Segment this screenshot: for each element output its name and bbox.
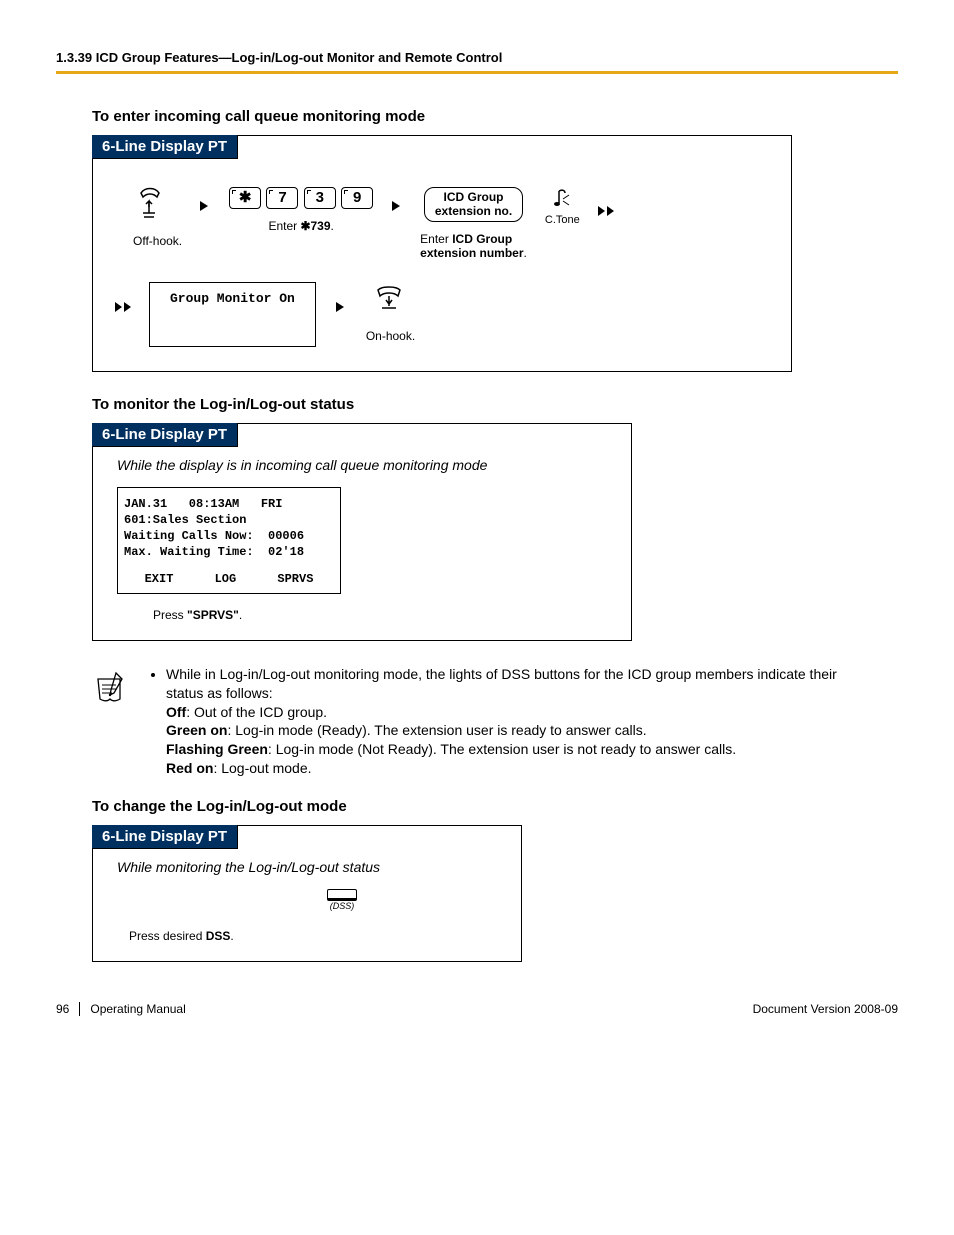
flow3-note: While monitoring the Log-in/Log-out stat… xyxy=(117,859,521,875)
flow-box-3: 6-Line Display PT While monitoring the L… xyxy=(92,825,522,962)
onhook-label: On-hook. xyxy=(366,329,415,343)
step-onhook: On-hook. xyxy=(366,282,415,343)
icd-label: Enter ICD Group extension number. xyxy=(420,232,527,260)
doc-version: Document Version 2008-09 xyxy=(753,1002,898,1016)
arrow-icon xyxy=(198,199,212,218)
icd-group-box: ICD Group extension no. xyxy=(424,187,523,222)
lcd-display: JAN.31 08:13AM FRI 601:Sales Section Wai… xyxy=(117,487,341,594)
page-number: 96 xyxy=(56,1002,80,1016)
note-block: While in Log-in/Log-out monitoring mode,… xyxy=(92,665,862,778)
lcd-btn-log: LOG xyxy=(215,571,237,587)
pt-header-1: 6-Line Display PT xyxy=(92,135,238,159)
press-dss-label: Press desired DSS. xyxy=(129,929,521,943)
step-icd: ICD Group extension no. Enter ICD Group … xyxy=(420,187,527,260)
lcd-btn-sprvs: SPRVS xyxy=(277,571,313,587)
lcd-line4: Max. Waiting Time: 02'18 xyxy=(124,544,334,560)
press-sprvs-label: Press "SPRVS". xyxy=(153,608,631,622)
dss-button-icon: (DSS) xyxy=(163,889,521,911)
lcd-btn-exit: EXIT xyxy=(145,571,174,587)
key-star: ✱ xyxy=(229,187,261,209)
phone-offhook-icon xyxy=(135,187,181,224)
flow-box-2: 6-Line Display PT While the display is i… xyxy=(92,423,632,641)
tone-icon xyxy=(551,187,573,214)
step-offhook: Off-hook. xyxy=(133,187,182,248)
double-arrow-icon xyxy=(113,300,135,314)
flow2-note: While the display is in incoming call qu… xyxy=(117,457,631,473)
offhook-label: Off-hook. xyxy=(133,234,182,248)
double-arrow-icon xyxy=(596,204,618,218)
pt-header-3: 6-Line Display PT xyxy=(92,825,238,849)
step-keys: ✱ 7 3 9 Enter ✱739. xyxy=(228,187,374,233)
pt-header-2: 6-Line Display PT xyxy=(92,423,238,447)
keys-label: Enter ✱739. xyxy=(268,219,333,233)
phone-onhook-icon xyxy=(368,282,414,319)
page-header-title: 1.3.39 ICD Group Features—Log-in/Log-out… xyxy=(56,50,898,65)
section2-title: To monitor the Log-in/Log-out status xyxy=(92,396,898,413)
note-text: While in Log-in/Log-out monitoring mode,… xyxy=(148,665,862,778)
flow-box-1: 6-Line Display PT Off-hook. xyxy=(92,135,792,372)
lcd-line2: 601:Sales Section xyxy=(124,512,334,528)
header-rule xyxy=(56,71,898,74)
section3-title: To change the Log-in/Log-out mode xyxy=(92,798,898,815)
group-monitor-box: Group Monitor On xyxy=(149,282,316,347)
arrow-icon xyxy=(334,300,348,319)
lcd-line1: JAN.31 08:13AM FRI xyxy=(124,496,334,512)
ctone-label: C.Tone xyxy=(545,214,580,226)
section1-title: To enter incoming call queue monitoring … xyxy=(92,108,898,125)
lcd-line3: Waiting Calls Now: 00006 xyxy=(124,528,334,544)
key-7: 7 xyxy=(266,187,298,209)
step-ctone: C.Tone xyxy=(545,187,580,226)
manual-title: Operating Manual xyxy=(90,1002,185,1016)
page-footer: 96 Operating Manual Document Version 200… xyxy=(56,1002,898,1016)
key-9: 9 xyxy=(341,187,373,209)
key-3: 3 xyxy=(304,187,336,209)
note-icon xyxy=(92,665,148,778)
arrow-icon xyxy=(390,199,404,218)
